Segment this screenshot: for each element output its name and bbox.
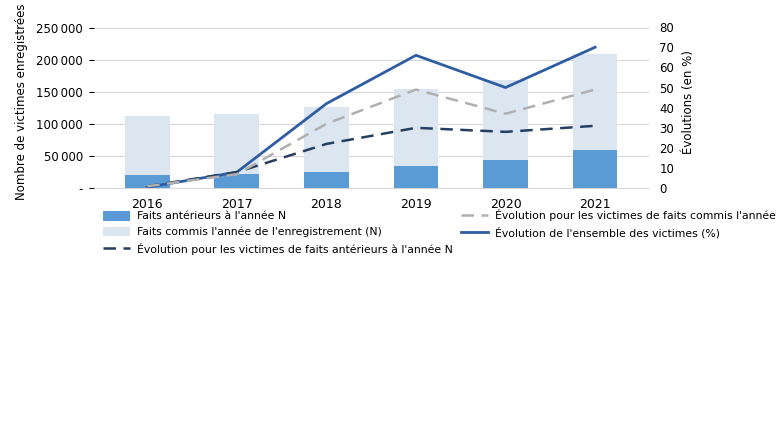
Bar: [573, 54, 618, 188]
Y-axis label: Nombre de victimes enregistrées: Nombre de victimes enregistrées: [15, 3, 28, 200]
Bar: [483, 81, 528, 188]
Bar: [215, 115, 259, 188]
Y-axis label: Évolutions (en %): Évolutions (en %): [682, 50, 696, 154]
Bar: [304, 107, 349, 188]
Bar: [215, 174, 259, 188]
Bar: [394, 166, 438, 188]
Legend: Faits antérieurs à l'année N, Faits commis l'année de l'enregistrement (N), Évol: Faits antérieurs à l'année N, Faits comm…: [99, 205, 780, 259]
Bar: [304, 172, 349, 188]
Bar: [394, 89, 438, 188]
Bar: [573, 151, 618, 188]
Bar: [125, 175, 169, 188]
Bar: [483, 160, 528, 188]
Bar: [125, 116, 169, 188]
